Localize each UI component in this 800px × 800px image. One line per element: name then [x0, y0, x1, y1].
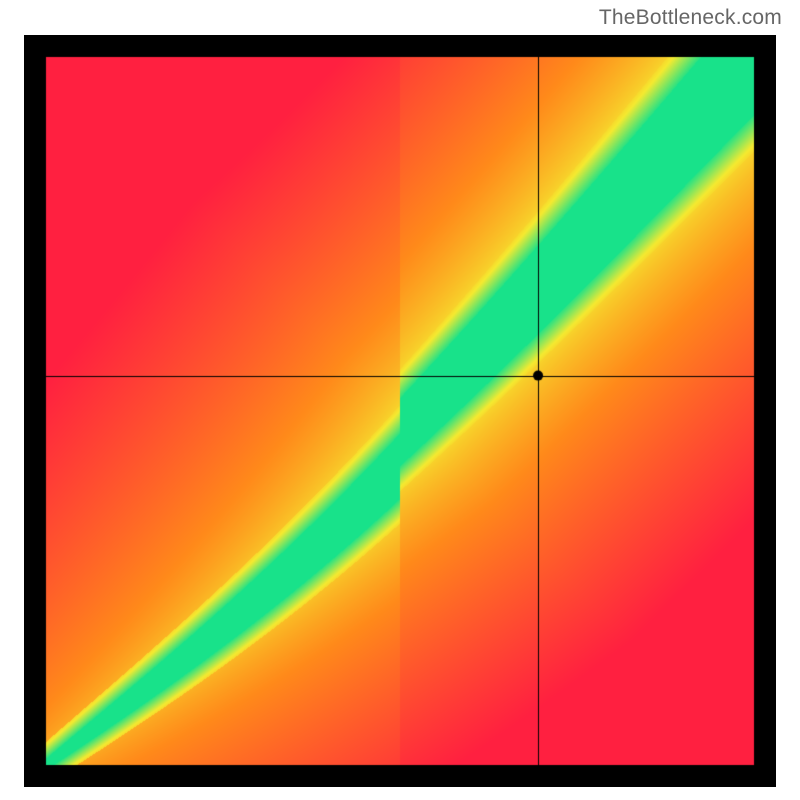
chart-frame [24, 35, 776, 787]
attribution-text: TheBottleneck.com [599, 6, 782, 30]
chart-container: TheBottleneck.com [0, 0, 800, 800]
heatmap-canvas [24, 35, 776, 787]
